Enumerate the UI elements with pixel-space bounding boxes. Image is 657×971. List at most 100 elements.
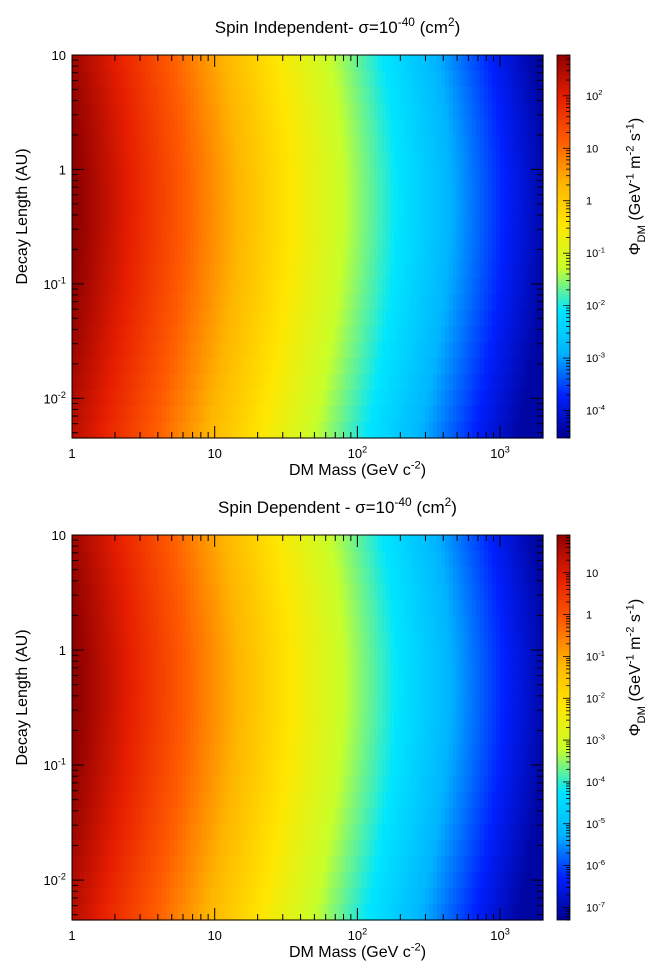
- heatmap-cell: [107, 647, 112, 664]
- heatmap-cell: [260, 631, 265, 648]
- heatmap-cell: [138, 55, 144, 72]
- heatmap-cell: [484, 679, 489, 697]
- heatmap-cell: [511, 406, 517, 423]
- heatmap-cell: [405, 198, 411, 216]
- heatmap-cell: [444, 647, 450, 664]
- heatmap-cell: [311, 535, 316, 552]
- heatmap-cell: [429, 198, 434, 216]
- heatmap-cell: [464, 55, 470, 72]
- heatmap-cell: [248, 182, 254, 200]
- heatmap-cell: [503, 727, 509, 745]
- heatmap-cell: [166, 663, 171, 680]
- heatmap-cell: [315, 342, 320, 359]
- heatmap-cell: [138, 230, 144, 248]
- heatmap-cell: [323, 134, 328, 152]
- heatmap-cell: [495, 278, 501, 295]
- heatmap-cell: [417, 294, 422, 311]
- heatmap-cell: [456, 759, 462, 777]
- heatmap-cell: [295, 743, 301, 761]
- heatmap-cell: [256, 310, 261, 327]
- heatmap-cell: [260, 647, 265, 664]
- heatmap-cell: [240, 743, 246, 761]
- heatmap-cell: [319, 551, 324, 568]
- heatmap-cell: [126, 679, 132, 697]
- heatmap-cell: [484, 326, 489, 343]
- heatmap-cell: [531, 743, 536, 761]
- heatmap-cell: [519, 615, 524, 632]
- heatmap-cell: [535, 711, 540, 729]
- heatmap-cell: [99, 278, 104, 295]
- heatmap-cell: [378, 422, 383, 439]
- heatmap-cell: [433, 406, 438, 423]
- heatmap-cell: [323, 182, 328, 200]
- heatmap-cell: [346, 214, 352, 232]
- heatmap-cell: [495, 535, 501, 552]
- heatmap-cell: [217, 647, 222, 664]
- heatmap-cell: [382, 374, 387, 391]
- heatmap-cell: [225, 631, 230, 648]
- heatmap-cell: [484, 118, 489, 136]
- heatmap-cell: [111, 310, 116, 327]
- heatmap-cell: [244, 631, 250, 648]
- heatmap-cell: [307, 711, 313, 729]
- heatmap-cell: [193, 663, 199, 680]
- heatmap-cell: [91, 86, 97, 104]
- heatmap-cell: [378, 342, 383, 359]
- heatmap-cell: [72, 743, 77, 761]
- heatmap-cell: [456, 118, 462, 136]
- heatmap-cell: [193, 727, 199, 745]
- heatmap-cell: [240, 230, 246, 248]
- heatmap-cell: [338, 278, 344, 295]
- heatmap-cell: [107, 615, 112, 632]
- heatmap-cell: [358, 599, 364, 616]
- heatmap-cell: [217, 406, 222, 423]
- heatmap-cell: [386, 390, 391, 407]
- heatmap-cell: [429, 743, 434, 761]
- heatmap-cell: [232, 583, 238, 600]
- heatmap-cell: [448, 390, 454, 407]
- heatmap-cell: [123, 278, 128, 295]
- heatmap-cell: [91, 631, 97, 648]
- heatmap-cell: [174, 230, 179, 248]
- colorbar-tick-label: 10-3: [586, 350, 605, 365]
- heatmap-cell: [456, 406, 462, 423]
- heatmap-cell: [484, 695, 489, 713]
- heatmap-cell: [397, 759, 403, 777]
- heatmap-cell: [350, 647, 356, 664]
- heatmap-cell: [523, 342, 528, 359]
- heatmap-cell: [366, 631, 371, 648]
- heatmap-cell: [287, 663, 293, 680]
- heatmap-cell: [331, 294, 336, 311]
- heatmap-cell: [495, 727, 501, 745]
- heatmap-cell: [527, 182, 532, 200]
- heatmap-cell: [272, 647, 277, 664]
- heatmap-cell: [319, 182, 324, 200]
- heatmap-cell: [87, 55, 93, 72]
- heatmap-cell: [433, 679, 438, 697]
- heatmap-cell: [382, 422, 387, 439]
- heatmap-cell: [193, 358, 199, 375]
- heatmap-cell: [539, 246, 544, 264]
- heatmap-cell: [268, 86, 273, 104]
- heatmap-cell: [334, 711, 340, 729]
- heatmap-cell: [331, 711, 336, 729]
- heatmap-cell: [150, 70, 156, 88]
- heatmap-cell: [107, 422, 112, 439]
- heatmap-cell: [299, 150, 305, 168]
- heatmap-cell: [413, 599, 418, 616]
- heatmap-cell: [342, 166, 348, 184]
- heatmap-cell: [287, 551, 293, 568]
- heatmap-cell: [417, 326, 422, 343]
- heatmap-cell: [193, 406, 199, 423]
- heatmap-cell: [142, 599, 148, 616]
- heatmap-cell: [295, 759, 301, 777]
- heatmap-cell: [162, 262, 167, 280]
- heatmap-cell: [213, 102, 218, 120]
- heatmap-cell: [311, 278, 316, 295]
- heatmap-cell: [413, 326, 418, 343]
- heatmap-cell: [539, 695, 544, 713]
- heatmap-cell: [342, 743, 348, 761]
- heatmap-cell: [272, 631, 277, 648]
- heatmap-cell: [433, 711, 438, 729]
- heatmap-cell: [386, 551, 391, 568]
